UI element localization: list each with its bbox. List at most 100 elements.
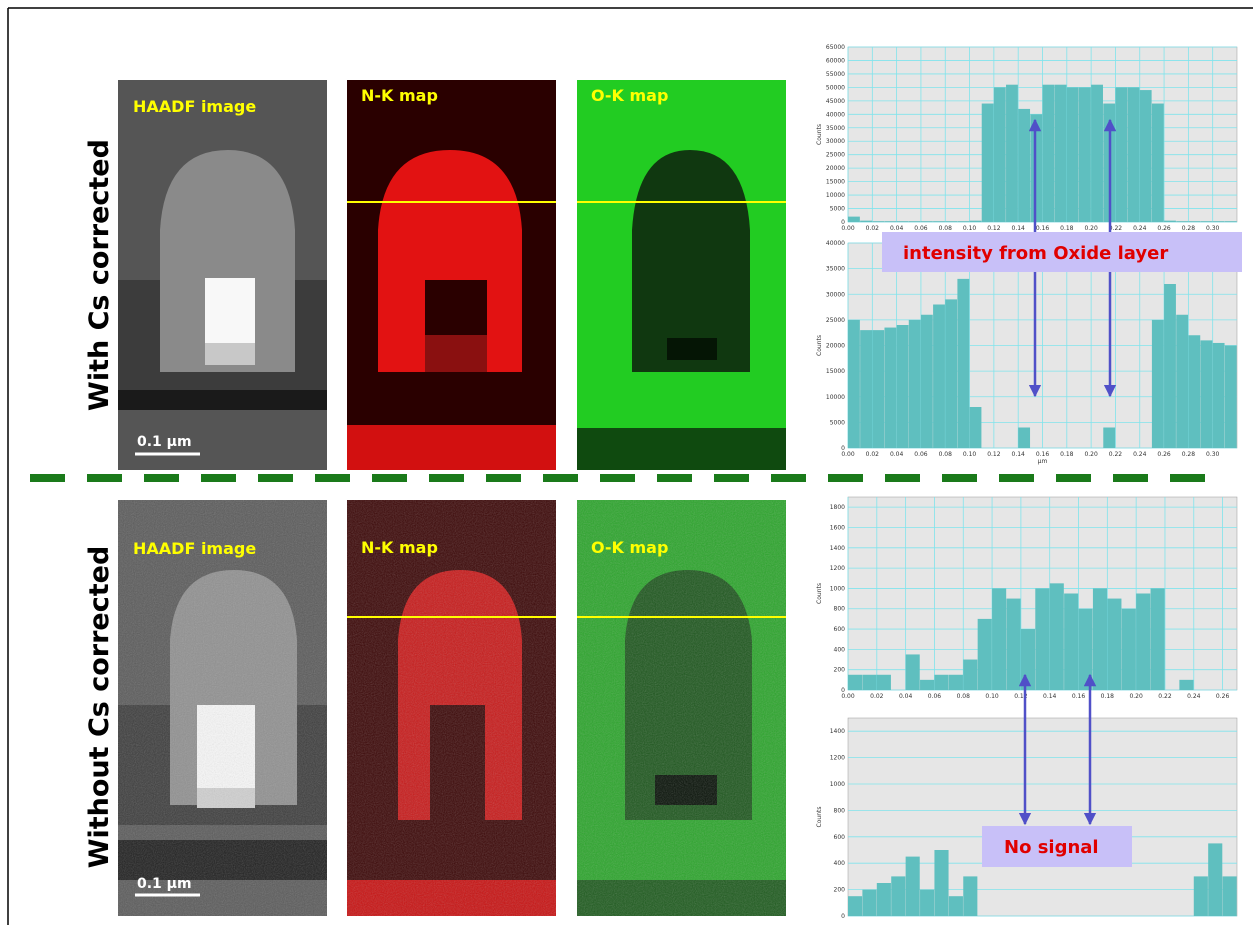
bar — [1223, 876, 1237, 916]
x-tick-label: 0.02 — [870, 693, 884, 700]
y-tick-label: 400 — [834, 860, 846, 867]
x-tick-label: 0.04 — [899, 693, 913, 700]
y-axis-label: Counts — [816, 583, 823, 604]
y-tick-label: 600 — [834, 834, 846, 841]
gate-layer — [205, 343, 255, 365]
x-tick-label: 0.00 — [841, 693, 855, 700]
x-tick-label: 0.00 — [841, 225, 855, 232]
haadf-image: HAADF image 0.1 μm — [118, 80, 327, 470]
bar — [1067, 87, 1079, 222]
bar — [1188, 221, 1200, 222]
y-tick-label: 60000 — [826, 57, 845, 64]
x-tick-label: 0.26 — [1157, 451, 1171, 458]
x-tick-label: 0.02 — [866, 225, 880, 232]
noise — [577, 500, 786, 916]
histogram: 0500010000150002000025000300003500040000… — [816, 240, 1237, 465]
bar — [945, 221, 957, 222]
bar — [1201, 340, 1213, 448]
bar — [970, 407, 982, 448]
bar — [1093, 588, 1107, 690]
bar — [1152, 104, 1164, 222]
bar — [963, 876, 977, 916]
panel-label: HAADF image — [133, 97, 256, 116]
x-tick-label: 0.10 — [985, 693, 999, 700]
y-tick-label: 200 — [834, 667, 846, 674]
y-tick-label: 10000 — [826, 192, 845, 199]
y-tick-label: 1800 — [830, 504, 845, 511]
x-tick-label: 0.28 — [1182, 225, 1196, 232]
bar — [909, 320, 921, 448]
y-axis-label: Counts — [816, 807, 823, 828]
bar — [877, 675, 891, 690]
bar — [1064, 594, 1078, 691]
y-tick-label: 1400 — [830, 545, 845, 552]
bar — [848, 675, 862, 690]
bar — [1152, 320, 1164, 448]
bar — [1164, 284, 1176, 448]
x-tick-label: 0.08 — [939, 451, 953, 458]
y-tick-label: 800 — [834, 606, 846, 613]
x-tick-label: 0.14 — [1012, 451, 1026, 458]
bar — [1188, 335, 1200, 448]
ok-map: O-K map — [577, 500, 786, 916]
bar — [1035, 588, 1049, 690]
histogram: 0200400600800100012001400Counts — [816, 718, 1237, 920]
x-tick-label: 0.30 — [1206, 451, 1220, 458]
bar — [1225, 346, 1237, 449]
panel-label: N-K map — [361, 538, 438, 557]
panel-label: N-K map — [361, 86, 438, 105]
noise — [118, 500, 327, 916]
bar — [1006, 599, 1020, 690]
nk-map: N-K map — [347, 500, 556, 916]
bar — [1091, 85, 1103, 222]
x-tick-label: 0.06 — [914, 451, 928, 458]
bar — [920, 680, 934, 690]
x-tick-label: 0.18 — [1060, 451, 1074, 458]
bar — [1201, 221, 1213, 222]
y-tick-label: 30000 — [826, 138, 845, 145]
bar — [1213, 343, 1225, 448]
x-tick-label: 0.26 — [1157, 225, 1171, 232]
bar — [920, 890, 934, 916]
bar — [860, 221, 872, 222]
scale-label: 0.1 μm — [137, 434, 192, 450]
y-tick-label: 800 — [834, 807, 846, 814]
bar — [1213, 221, 1225, 222]
bar — [921, 315, 933, 448]
y-tick-label: 45000 — [826, 98, 845, 105]
bar — [1122, 609, 1136, 690]
histogram: 0500010000150002000025000300003500040000… — [816, 44, 1237, 232]
bar — [1176, 315, 1188, 448]
bar — [934, 850, 948, 916]
x-tick-label: 0.24 — [1133, 451, 1147, 458]
x-tick-label: 0.18 — [1060, 225, 1074, 232]
x-tick-label: 0.00 — [841, 451, 855, 458]
y-axis-label: Counts — [816, 335, 823, 356]
bar — [862, 675, 876, 690]
bar — [1055, 85, 1067, 222]
y-tick-label: 1200 — [830, 565, 845, 572]
slide: With Cs corrected HAADF image 0.1 μm N-K… — [0, 0, 1253, 925]
x-tick-label: 0.16 — [1036, 451, 1050, 458]
x-tick-label: 0.04 — [890, 451, 904, 458]
bar — [1128, 87, 1140, 222]
substrate — [577, 428, 786, 470]
y-tick-label: 55000 — [826, 71, 845, 78]
bar — [848, 896, 862, 916]
bar — [884, 221, 896, 222]
y-tick-label: 1000 — [830, 585, 845, 592]
bar — [982, 104, 994, 222]
image-band — [118, 390, 327, 410]
bar — [949, 675, 963, 690]
bar — [970, 221, 982, 222]
ok-map: O-K map — [577, 80, 786, 470]
y-tick-label: 1000 — [830, 781, 845, 788]
y-tick-label: 600 — [834, 626, 846, 633]
x-tick-label: 0.24 — [1133, 225, 1147, 232]
x-tick-label: 0.02 — [866, 451, 880, 458]
y-tick-label: 35000 — [826, 266, 845, 273]
bar — [1018, 109, 1030, 222]
x-tick-label: 0.12 — [987, 451, 1001, 458]
substrate — [347, 425, 556, 470]
